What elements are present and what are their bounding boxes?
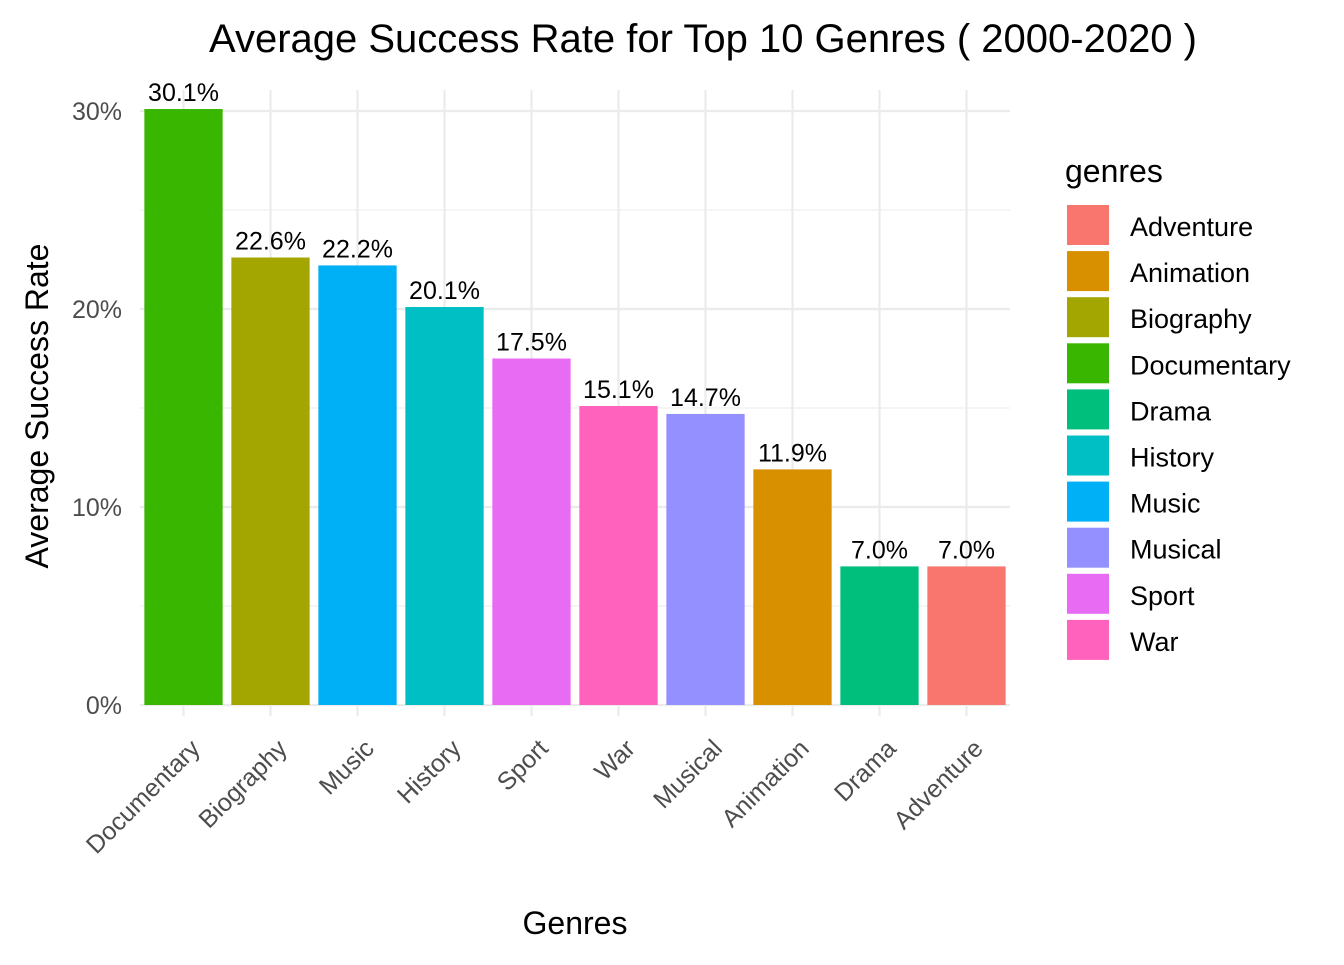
bars-layer xyxy=(144,109,1006,705)
legend-swatch xyxy=(1067,205,1109,245)
legend-swatch xyxy=(1067,251,1109,292)
x-tick-label: History xyxy=(392,734,467,809)
legend-item-label: History xyxy=(1130,443,1215,473)
legend-title: genres xyxy=(1065,153,1163,189)
value-label: 11.9% xyxy=(758,439,827,467)
value-label: 7.0% xyxy=(938,536,995,564)
bar-war xyxy=(579,406,658,705)
y-tick-label: 20% xyxy=(72,296,122,324)
y-tick-label: 30% xyxy=(72,98,122,126)
value-label: 30.1% xyxy=(148,79,219,107)
value-labels-layer: 30.1% 22.6% 22.2% 20.1% 17.5% 15.1% 14.7% 11.9%… xyxy=(148,79,995,564)
value-label: 14.7% xyxy=(670,384,741,412)
x-tick-label: Music xyxy=(314,734,380,800)
x-axis-title: Genres xyxy=(523,905,628,941)
legend-item-label: Animation xyxy=(1130,258,1250,288)
x-tick-label: Animation xyxy=(716,734,814,832)
x-tick-label: Documentary xyxy=(81,734,206,859)
legend-item-label: Sport xyxy=(1130,581,1195,611)
legend-swatch xyxy=(1067,481,1109,522)
bar-drama xyxy=(840,566,919,705)
legend-swatch xyxy=(1067,297,1109,338)
value-label: 22.2% xyxy=(322,235,393,263)
x-tick-label: War xyxy=(589,734,641,786)
y-tick-label: 0% xyxy=(86,692,122,720)
value-label: 15.1% xyxy=(583,376,654,404)
legend-item-label: Adventure xyxy=(1130,212,1253,242)
legend-swatch xyxy=(1067,573,1109,614)
legend-item-label: War xyxy=(1130,627,1179,657)
bar-documentary xyxy=(144,109,223,705)
y-axis: 0% 10% 20% 30% xyxy=(72,98,122,720)
y-axis-title: Average Success Rate xyxy=(19,244,55,569)
x-tick-label: Drama xyxy=(829,734,902,807)
x-tick-label: Musical xyxy=(648,734,728,814)
legend-swatch xyxy=(1067,619,1109,660)
x-tick-label: Adventure xyxy=(888,734,988,834)
value-label: 7.0% xyxy=(851,536,908,564)
value-label: 17.5% xyxy=(496,329,567,357)
x-tick-label: Biography xyxy=(193,734,293,834)
value-label: 20.1% xyxy=(409,277,480,305)
chart-title: Average Success Rate for Top 10 Genres (… xyxy=(209,17,1197,61)
bar-music xyxy=(318,265,397,705)
value-label: 22.6% xyxy=(235,228,306,256)
bar-history xyxy=(405,307,484,705)
legend-swatch xyxy=(1067,389,1109,430)
legend-swatch xyxy=(1067,527,1109,568)
bar-biography xyxy=(231,257,310,705)
legend: genres Adventure Animation Biography Documen… xyxy=(1065,153,1291,660)
legend-item-label: Musical xyxy=(1130,535,1222,565)
x-tick-label: Sport xyxy=(492,734,554,796)
bar-musical xyxy=(666,413,745,705)
legend-item-label: Drama xyxy=(1130,396,1212,426)
legend-item-label: Music xyxy=(1130,489,1201,519)
bar-sport xyxy=(492,358,571,705)
legend-item-label: Documentary xyxy=(1130,350,1291,380)
bar-adventure xyxy=(927,566,1006,705)
legend-swatch xyxy=(1067,435,1109,476)
y-tick-label: 10% xyxy=(72,494,122,522)
bar-animation xyxy=(753,469,832,705)
legend-item-label: Biography xyxy=(1130,304,1252,334)
legend-swatch xyxy=(1067,343,1109,384)
